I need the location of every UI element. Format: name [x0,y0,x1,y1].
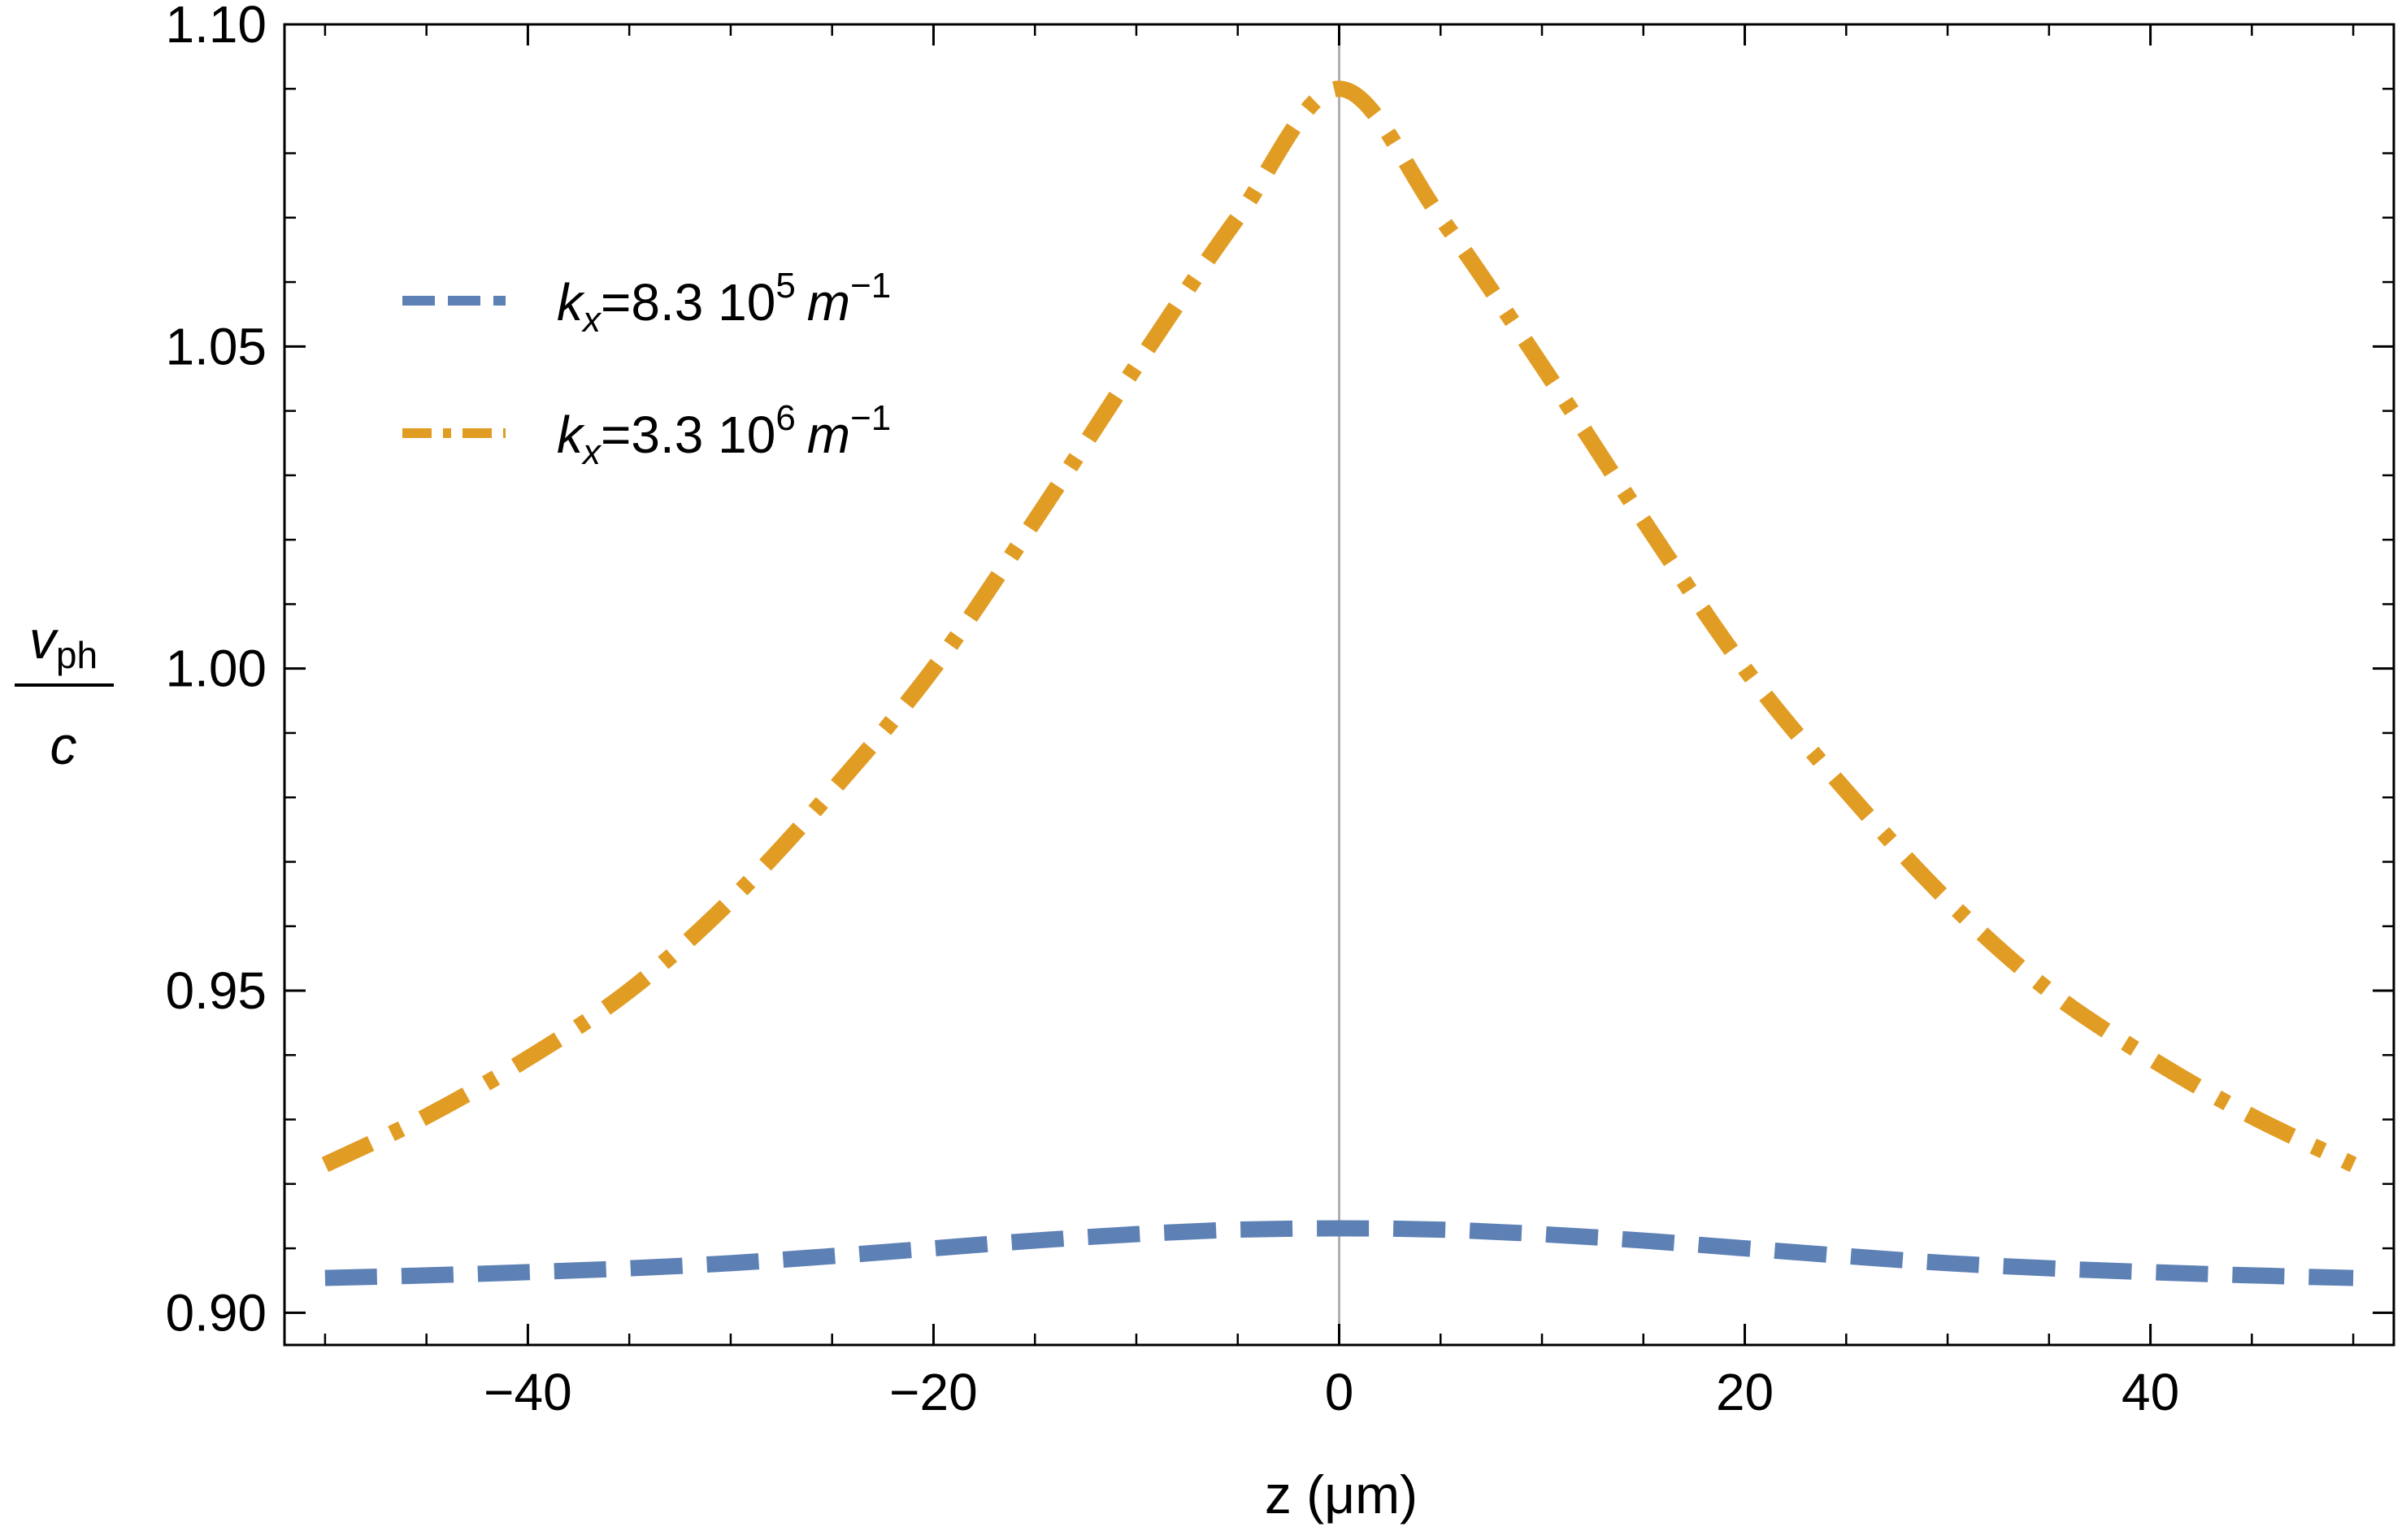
legend-label-unit-exp: −1 [850,266,891,306]
tick-labels: −40 −20 0 20 40 0.90 0.95 1.00 1.05 1.10 [165,0,2179,1421]
legend-label-text: =8.3 10 [601,273,775,332]
legend-label-exp: 5 [775,266,795,306]
legend-label-unit: m [807,406,850,464]
y-title-variable: v [29,609,59,670]
legend-label-unit: m [807,273,850,332]
legend-label-sub: x [581,300,602,340]
ticks [284,23,2394,1345]
series-line-2 [321,80,2357,1173]
y-axis-title: vph c [15,609,114,775]
legend-label-var: k [557,273,585,332]
legend-label-var: k [557,406,585,464]
series-group [321,80,2357,1286]
series-line-1 [324,1220,2354,1286]
legend-item-series-1: kx=8.3 105 m−1 [402,266,891,340]
svg-text:vph: vph [29,609,98,676]
y-tick-label: 1.05 [165,317,267,375]
legend-label-exp: 6 [775,398,795,438]
y-title-denominator: c [50,715,77,775]
y-tick-label: 1.10 [165,0,267,54]
x-tick-label: 40 [2122,1363,2179,1421]
x-tick-label: 0 [1325,1363,1354,1421]
y-title-subscript: ph [56,634,98,676]
x-tick-label: −40 [484,1363,572,1421]
series-1 [324,1220,2354,1286]
x-axis-title: z (μm) [1265,1464,1418,1525]
legend-label-unit-exp: −1 [850,398,891,438]
series-2 [321,80,2357,1173]
legend-item-series-2: kx=3.3 106 m−1 [402,398,891,472]
x-tick-label: −20 [889,1363,978,1421]
legend: kx=8.3 105 m−1 kx=3.3 106 m−1 [402,266,891,472]
legend-label-text: =3.3 10 [601,406,775,464]
x-tick-label: 20 [1716,1363,1774,1421]
legend-label-sub: x [581,432,602,472]
y-tick-label: 1.00 [165,640,267,698]
y-tick-label: 0.90 [165,1283,267,1342]
y-tick-label: 0.95 [165,961,267,1020]
